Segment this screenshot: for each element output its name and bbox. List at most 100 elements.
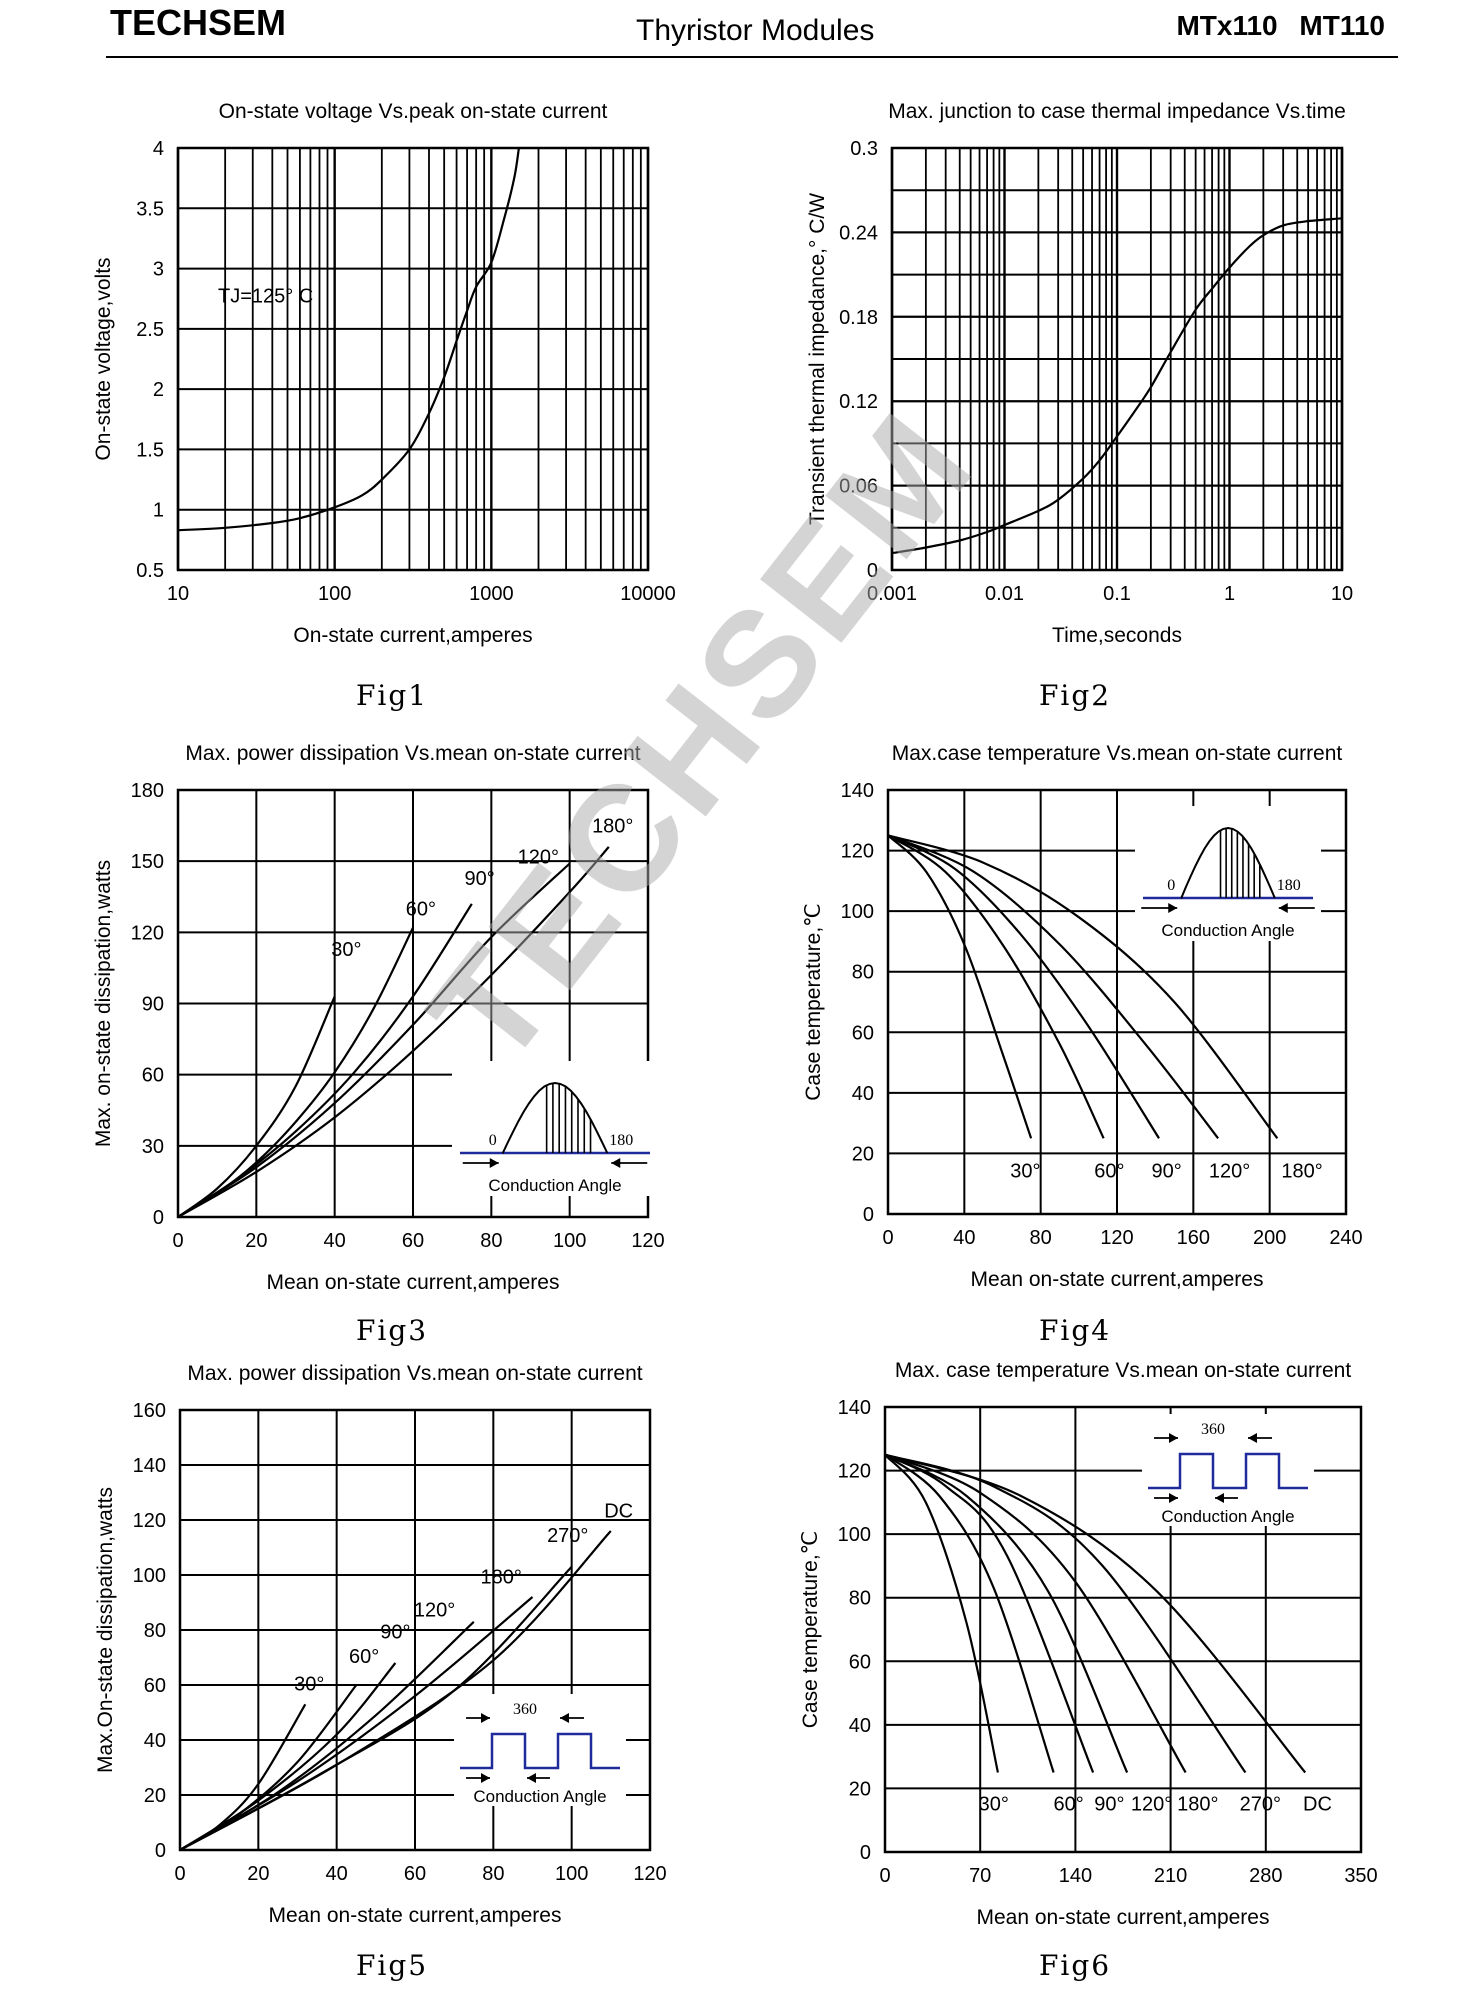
chart-fig4: Max.case temperature Vs.mean on-state cu… <box>802 742 1363 1347</box>
figure-caption: Fig6 <box>1039 1949 1111 1982</box>
x-tick-label: 10 <box>167 583 189 605</box>
series-group <box>180 1530 612 1850</box>
header-rule <box>106 56 1398 58</box>
series-label: 60° <box>349 1646 379 1668</box>
conduction-angle-inset: 0 180 Conduction Angle <box>452 1061 658 1196</box>
inset-end-label: 180 <box>609 1132 633 1149</box>
x-tick-label: 70 <box>969 1865 991 1887</box>
x-tick-label: 80 <box>1030 1227 1052 1249</box>
y-tick-label: 120 <box>841 841 874 863</box>
x-tick-label: 160 <box>1177 1227 1210 1249</box>
y-tick-label: 0.3 <box>850 138 878 160</box>
inset-caption: Conduction Angle <box>1161 921 1294 940</box>
x-axis-label: Mean on-state current,amperes <box>269 1904 562 1927</box>
x-tick-label: 10 <box>1331 583 1353 605</box>
series-label: 30° <box>1010 1161 1040 1183</box>
series-group <box>892 217 1342 555</box>
x-tick-label: 280 <box>1249 1865 1282 1887</box>
y-tick-label: 20 <box>144 1785 166 1807</box>
series-line-Zth <box>892 217 1342 555</box>
chart-title: Max. junction to case thermal impedance … <box>888 100 1346 123</box>
series-line-60° <box>888 834 1105 1139</box>
x-tick-label: 0.001 <box>867 583 917 605</box>
inset-arrowhead <box>560 1713 569 1723</box>
x-tick-label: 0 <box>879 1865 890 1887</box>
x-tick-label: 60 <box>404 1863 426 1885</box>
y-tick-label: 0.5 <box>136 560 164 582</box>
x-tick-label: 10000 <box>620 583 676 605</box>
y-tick-label: 80 <box>852 962 874 984</box>
y-tick-label: 40 <box>852 1083 874 1105</box>
x-axis-label: Mean on-state current,amperes <box>267 1271 560 1294</box>
figure-caption: Fig4 <box>1039 1314 1111 1347</box>
x-tick-label: 140 <box>1059 1865 1092 1887</box>
inset-square-wave <box>460 1732 620 1770</box>
series-line-120° <box>888 834 1219 1139</box>
chart-title: Max. power dissipation Vs.mean on-state … <box>185 742 640 765</box>
x-tick-label: 20 <box>247 1863 269 1885</box>
y-tick-label: 140 <box>838 1397 871 1419</box>
inset-period-label: 360 <box>513 1701 537 1718</box>
series-line-120° <box>885 1453 1129 1773</box>
x-tick-label: 60 <box>402 1230 424 1252</box>
inset-arrowhead <box>1215 1493 1224 1503</box>
y-tick-label: 160 <box>133 1400 166 1422</box>
series-label: 120° <box>1209 1161 1250 1183</box>
y-tick-label: 4 <box>153 138 164 160</box>
x-tick-label: 20 <box>245 1230 267 1252</box>
series-label: 180° <box>1177 1794 1218 1816</box>
chart-fig6: Max. case temperature Vs.mean on-state c… <box>799 1359 1378 1982</box>
y-axis-label: Transient thermal impedance,° C/W <box>806 193 829 525</box>
x-axis-label: Mean on-state current,amperes <box>971 1268 1264 1291</box>
y-tick-label: 20 <box>852 1143 874 1165</box>
brand-logo: TECHSEM <box>110 2 287 43</box>
series-group <box>178 148 520 532</box>
y-tick-label: 120 <box>133 1510 166 1532</box>
y-tick-label: 80 <box>144 1620 166 1642</box>
y-tick-label: 180 <box>131 780 164 802</box>
series-label: 270° <box>547 1525 588 1547</box>
y-tick-label: 0.18 <box>839 307 878 329</box>
conduction-angle-inset: 360 Conduction Angle <box>1142 1414 1314 1526</box>
series-line-30° <box>885 1453 999 1773</box>
y-tick-label: 0 <box>153 1207 164 1229</box>
inset-caption: Conduction Angle <box>1161 1507 1294 1526</box>
chart-fig2: Max. junction to case thermal impedance … <box>806 100 1353 712</box>
series-label: 180° <box>1281 1161 1322 1183</box>
series-line-120° <box>180 1621 475 1850</box>
x-tick-label: 210 <box>1154 1865 1187 1887</box>
series-line-60° <box>885 1453 1055 1773</box>
y-tick-label: 0 <box>860 1842 871 1864</box>
plot-frame <box>176 146 650 572</box>
inset-arrowhead <box>1169 1493 1178 1503</box>
x-tick-label: 120 <box>1100 1227 1133 1249</box>
series-line-DC <box>885 1453 1307 1774</box>
inset-start-label: 0 <box>1167 877 1175 894</box>
series-line-30° <box>180 1703 307 1850</box>
y-tick-label: 0 <box>155 1840 166 1862</box>
series-label: 120° <box>1131 1794 1172 1816</box>
y-tick-label: 60 <box>144 1675 166 1697</box>
y-tick-label: 2.5 <box>136 319 164 341</box>
y-tick-label: 0 <box>867 560 878 582</box>
y-tick-label: 60 <box>849 1651 871 1673</box>
series-line-TJ=125° C <box>178 148 520 532</box>
series-line-30° <box>888 834 1033 1139</box>
x-tick-label: 200 <box>1253 1227 1286 1249</box>
series-group <box>885 1453 1307 1774</box>
x-axis-label: Mean on-state current,amperes <box>977 1906 1270 1929</box>
plot-frame <box>890 146 1344 572</box>
plot-frame <box>883 1405 1363 1854</box>
series-label: 120° <box>518 847 559 869</box>
series-label: DC <box>604 1500 633 1522</box>
chart-fig5: Max. power dissipation Vs.mean on-state … <box>94 1362 667 1982</box>
series-label: 30° <box>294 1674 324 1696</box>
series-label: DC <box>1303 1794 1332 1816</box>
series-label: 30° <box>331 939 361 961</box>
chart-title: On-state voltage Vs.peak on-state curren… <box>219 100 608 123</box>
y-tick-label: 140 <box>841 780 874 802</box>
series-label: 90° <box>380 1621 410 1643</box>
y-tick-label: 60 <box>852 1022 874 1044</box>
y-tick-label: 100 <box>133 1565 166 1587</box>
